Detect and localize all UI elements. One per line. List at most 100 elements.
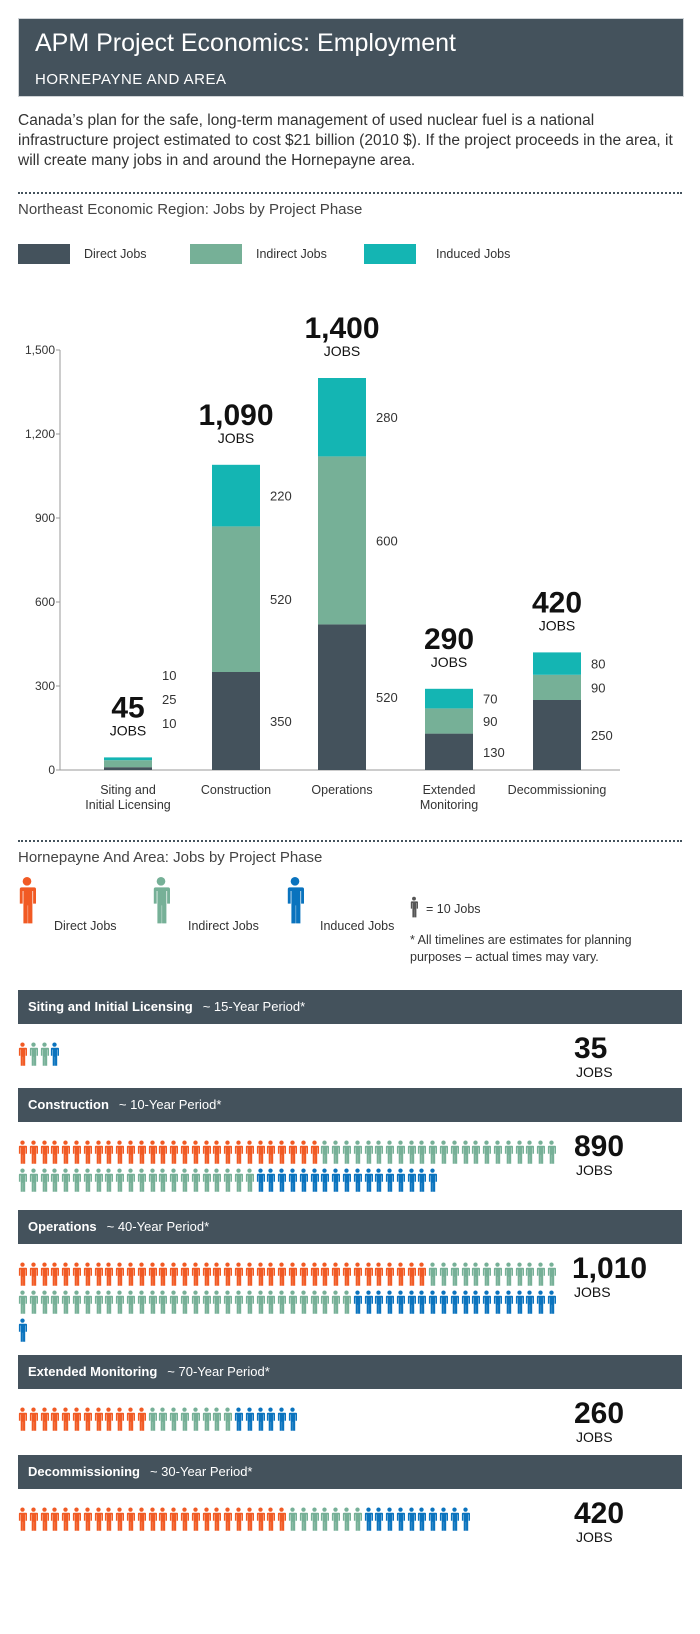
- person-icon-indirect: [353, 1507, 362, 1531]
- person-icon-induced: [396, 1290, 405, 1314]
- person-icon-direct: [40, 1507, 49, 1531]
- person-icon-indirect: [396, 1140, 405, 1164]
- person-icon-indirect: [450, 1140, 459, 1164]
- person-icon-direct: [267, 1262, 276, 1286]
- person-icon-direct: [72, 1140, 81, 1164]
- local-title: Hornepayne And Area: Jobs by Project Pha…: [18, 849, 323, 866]
- person-icon-direct: [342, 1262, 351, 1286]
- person-icon-row: [18, 1507, 563, 1535]
- data-label: 350: [270, 714, 292, 729]
- person-icon-direct: [332, 1262, 341, 1286]
- person-icon-indirect: [515, 1140, 524, 1164]
- phase-total-value: 890: [574, 1130, 625, 1163]
- person-icon-direct: [278, 1262, 287, 1286]
- person-icon-indirect: [62, 1290, 71, 1314]
- data-label: 90: [483, 714, 497, 729]
- person-icon-induced: [286, 876, 304, 929]
- person-icon-direct: [202, 1507, 211, 1531]
- person-icon-direct: [126, 1507, 135, 1531]
- person-icon-indirect: [256, 1290, 265, 1314]
- person-icon-direct: [116, 1262, 125, 1286]
- person-icon-direct: [148, 1507, 157, 1531]
- person-icon-indirect: [224, 1407, 233, 1431]
- person-icon: [410, 896, 418, 918]
- legend-scale: = 10 Jobs: [426, 902, 481, 916]
- person-icon-indirect: [170, 1168, 179, 1192]
- x-category-label: Construction: [201, 783, 271, 797]
- person-icon-indirect: [152, 876, 170, 929]
- phase-total: 1,010 JOBS: [572, 1254, 647, 1301]
- person-icon-direct: [105, 1407, 114, 1431]
- person-icon-indirect: [137, 1168, 146, 1192]
- person-icon-indirect: [299, 1507, 308, 1531]
- person-icon-indirect: [342, 1140, 351, 1164]
- person-icon-direct: [170, 1140, 179, 1164]
- person-icon-indirect: [299, 1290, 308, 1314]
- person-icon-direct: [180, 1262, 189, 1286]
- person-icon-direct: [18, 1407, 27, 1431]
- person-icon-induced: [407, 1507, 416, 1531]
- person-icon-row: [18, 1140, 563, 1196]
- phase-name: Operations: [28, 1219, 97, 1234]
- person-icon-direct: [29, 1507, 38, 1531]
- person-icon-induced: [278, 1168, 287, 1192]
- person-icon-direct: [51, 1507, 60, 1531]
- person-icon-induced: [256, 1168, 265, 1192]
- person-icon-direct: [137, 1507, 146, 1531]
- person-icon-direct: [245, 1140, 254, 1164]
- legend-induced: Induced Jobs: [320, 919, 395, 933]
- person-icon-indirect: [439, 1262, 449, 1286]
- person-icon-direct: [116, 1140, 125, 1164]
- person-icon-direct: [234, 1262, 243, 1286]
- person-icon-indirect: [72, 1168, 81, 1192]
- person-icon-indirect: [310, 1290, 319, 1314]
- person-icon-indirect: [202, 1407, 211, 1431]
- person-icon-direct: [105, 1140, 114, 1164]
- person-icon-direct: [213, 1140, 222, 1164]
- person-icon-direct: [40, 1140, 49, 1164]
- phase-total-unit: JOBS: [576, 1529, 613, 1545]
- person-icon-indirect: [537, 1262, 546, 1286]
- person-icon-indirect: [504, 1140, 513, 1164]
- person-icon-direct: [234, 1140, 243, 1164]
- person-icon-indirect: [483, 1140, 492, 1164]
- page-subtitle: HORNEPAYNE AND AREA: [35, 71, 227, 88]
- bar-induced-jobs: [533, 652, 581, 675]
- total-unit: JOBS: [218, 430, 255, 446]
- bar-indirect-jobs: [318, 456, 366, 625]
- person-icon-indirect: [526, 1140, 535, 1164]
- person-icon-indirect: [180, 1290, 189, 1314]
- phase-total-value: 260: [574, 1397, 625, 1430]
- data-label: 130: [483, 745, 505, 760]
- divider: [18, 840, 682, 842]
- timeline-note: * All timelines are estimates for planni…: [410, 933, 632, 964]
- person-icon-row: [18, 1262, 563, 1346]
- total-unit: JOBS: [539, 617, 576, 633]
- person-icon-direct: [385, 1262, 395, 1286]
- person-icon-indirect: [148, 1290, 157, 1314]
- person-icon-induced: [472, 1290, 481, 1314]
- person-icon-indirect: [170, 1290, 179, 1314]
- bar-direct-jobs: [318, 624, 366, 770]
- person-icon-indirect: [105, 1168, 114, 1192]
- person-icon-direct: [148, 1140, 157, 1164]
- person-icon-indirect: [94, 1290, 103, 1314]
- data-label: 25: [162, 692, 176, 707]
- person-icon-direct: [83, 1262, 92, 1286]
- phase-total: 420 JOBS: [574, 1499, 624, 1546]
- person-icon-indirect: [375, 1140, 384, 1164]
- legend-swatch-induced: [364, 244, 416, 264]
- person-icon-direct: [299, 1140, 308, 1164]
- phase-period: ~ 30-Year Period*: [149, 1464, 253, 1479]
- person-icon-indirect: [278, 1290, 287, 1314]
- person-icon-induced: [450, 1507, 459, 1531]
- person-icon-induced: [439, 1507, 449, 1531]
- total-label: 1,090: [198, 399, 273, 432]
- person-icon-indirect: [29, 1042, 38, 1066]
- total-unit: JOBS: [110, 722, 147, 738]
- person-icon-indirect: [429, 1262, 438, 1286]
- person-icon-indirect: [62, 1168, 71, 1192]
- legend-label-direct: Direct Jobs: [84, 247, 147, 261]
- person-icon-direct: [191, 1140, 200, 1164]
- icon-legend: Direct Jobs Indirect Jobs Induced Jobs =…: [18, 876, 682, 966]
